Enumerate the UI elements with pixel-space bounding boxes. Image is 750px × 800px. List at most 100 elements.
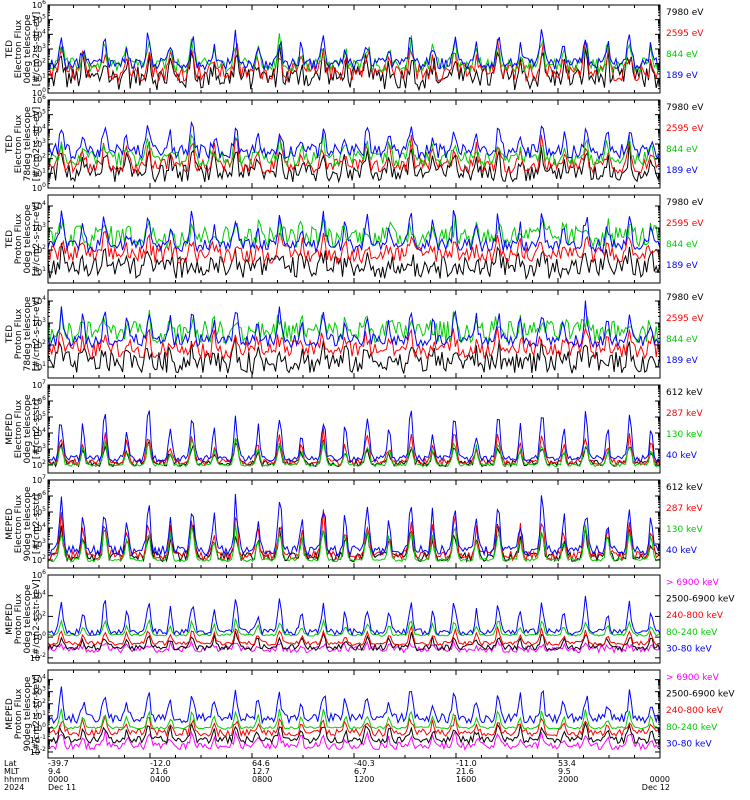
legend-entry: 7980 eV	[666, 198, 704, 208]
legend-entry: 189 eV	[666, 356, 699, 366]
y-tick-label: 106	[32, 569, 46, 580]
x-tick-label: -12.0	[150, 759, 171, 768]
y-tick-label: 103	[32, 443, 46, 454]
y-tick-label: 103	[32, 538, 46, 549]
legend-entry: 2500-6900 keV	[666, 690, 735, 700]
y-tick-label: 101	[32, 266, 46, 277]
series-line-3	[48, 308, 660, 345]
legend-entry: 189 eV	[666, 166, 699, 176]
legend-entry: 7980 eV	[666, 103, 704, 113]
y-tick-label: 103	[32, 43, 46, 54]
ylabel-line: 0deg telescope	[23, 584, 33, 654]
y-tick-label: 101	[32, 361, 46, 372]
y-tick-label: 100	[32, 87, 46, 98]
x-tick-label: 64.6	[252, 759, 270, 768]
legend-entry: 130 keV	[666, 430, 703, 440]
ylabel-line: [#/cm2-s-str]	[32, 494, 42, 554]
y-tick-label: 104	[32, 522, 46, 533]
series-line-4	[48, 29, 660, 72]
panel-8-ylabel: MEPED Proton Flux 90deg telescope [#/cm2-s-…	[5, 674, 42, 753]
ylabel-line: 78deg telescope	[23, 106, 33, 181]
legend-entry: 30-80 keV	[666, 644, 712, 654]
legend-entry: 240-800 keV	[666, 706, 724, 716]
series-line-2	[48, 326, 660, 360]
y-tick-label: 10-2	[30, 652, 46, 663]
x-row-label: 2024	[4, 783, 24, 792]
y-tick-label: 104	[32, 28, 46, 39]
legend-entry: > 6900 keV	[666, 673, 720, 683]
x-tick-label: -40.3	[354, 759, 375, 768]
ylabel-line: [#/cm2-s-str-eV]	[32, 202, 42, 277]
x-tick-label: 1600	[456, 775, 476, 784]
x-tick-label: 53.4	[558, 759, 576, 768]
x-tick-label: 6.7	[354, 767, 367, 776]
panel-4-traces	[48, 300, 660, 375]
ylabel-line: Proton Flux	[14, 213, 24, 264]
ylabel-line: TED	[5, 230, 15, 249]
y-tick-label: 105	[32, 506, 46, 517]
panel-6-ylabel: MEPED Electron Flux 90deg telescope [#/cm2-…	[5, 486, 42, 561]
panel-7-ylabel: MEPED Proton Flux 0deg telescope [#/cm2-s-s…	[5, 579, 42, 658]
panel-5-ylabel: MEPED Electron Flux 0deg telescope [#/cm2-s…	[5, 394, 42, 464]
y-tick-label: 106	[32, 94, 46, 105]
y-tick-label: 104	[32, 590, 46, 601]
legend-entry: > 6900 keV	[666, 578, 720, 588]
panel-7-traces	[48, 595, 660, 655]
series-line-1	[48, 242, 660, 281]
legend-entry: 130 keV	[666, 525, 703, 535]
legend-entry: 80-240 keV	[666, 628, 718, 638]
y-tick-label: 102	[32, 459, 46, 470]
y-tick-label: 106	[32, 0, 46, 10]
x-tick-label: -39.7	[48, 759, 69, 768]
legend-entry: 7980 eV	[666, 293, 704, 303]
x-tick-label: 1200	[354, 775, 374, 784]
ylabel-line: [#/cm2-s-str-eV]	[32, 297, 42, 372]
series-line-3	[48, 714, 660, 738]
x-tick-label: 9.4	[48, 767, 61, 776]
y-tick-label: 104	[32, 427, 46, 438]
series-line-5	[48, 595, 660, 637]
y-tick-label: 103	[32, 138, 46, 149]
series-line-1	[48, 439, 660, 468]
y-tick-label: 101	[32, 167, 46, 178]
legend-entry: 2595 eV	[666, 29, 704, 39]
ylabel-line: Electron Flux	[14, 399, 24, 458]
ylabel-line: Electron Flux	[14, 19, 24, 78]
legend-entry: 287 keV	[666, 409, 703, 419]
series-line-2	[48, 721, 660, 745]
ylabel-line: Electron Flux	[14, 494, 24, 553]
x-tick-label: Dec 11	[48, 783, 76, 792]
y-tick-label: 100	[32, 182, 46, 193]
legend-entry: 40 keV	[666, 451, 698, 461]
legend-entry: 844 eV	[666, 50, 699, 60]
x-tick-label: 0000	[650, 775, 670, 784]
x-tick-label: 12.7	[252, 767, 270, 776]
ylabel-line: [#/cm2-s-str-eV]	[32, 107, 42, 182]
panel-2-traces	[48, 120, 660, 184]
series-line-4	[48, 618, 660, 637]
y-tick-label: 102	[32, 610, 46, 621]
ylabel-line: MEPED	[5, 413, 15, 445]
legend-entry: 2500-6900 keV	[666, 595, 735, 605]
legend-entry: 287 keV	[666, 504, 703, 514]
y-tick-label: 104	[32, 200, 46, 211]
y-tick-label: 104	[32, 295, 46, 306]
series-line-4	[48, 493, 660, 557]
y-tick-label: 107	[32, 379, 46, 390]
y-tick-label: 105	[32, 109, 46, 120]
x-tick-label: 0800	[252, 775, 272, 784]
legend-entry: 844 eV	[666, 335, 699, 345]
panel-2-frame	[47, 99, 661, 189]
x-tick-label: 21.6	[150, 767, 168, 776]
panel-1: 100 101 102 103 104 105 106 TED Electron Flux 0de…	[5, 0, 704, 98]
ylabel-line: Proton Flux	[14, 593, 24, 644]
series-line-1	[48, 141, 660, 184]
panel-4-ylabel: TED Proton Flux 78deg telescope [#/cm2-s-st…	[5, 296, 42, 371]
panel-8-traces	[48, 686, 660, 752]
y-tick-label: 100	[32, 631, 46, 642]
y-tick-label: 104	[32, 123, 46, 134]
ylabel-line: MEPED	[5, 698, 15, 730]
